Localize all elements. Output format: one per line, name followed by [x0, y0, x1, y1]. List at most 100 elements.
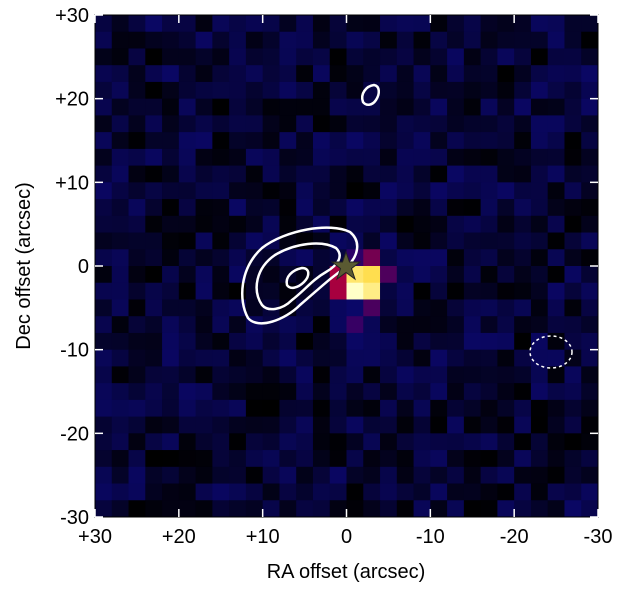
pixel — [346, 48, 364, 66]
pixel — [162, 215, 180, 234]
pixel — [162, 299, 180, 317]
pixel — [178, 349, 197, 367]
pixel — [547, 15, 565, 33]
pixel — [262, 399, 280, 418]
pixel — [380, 349, 398, 367]
pixel — [547, 450, 565, 468]
pixel — [162, 165, 180, 183]
pixel — [212, 299, 230, 317]
pixel — [262, 48, 280, 66]
pixel — [463, 433, 482, 451]
pixel — [212, 399, 230, 418]
pixel — [212, 65, 230, 83]
pixel — [581, 466, 599, 485]
pixel — [296, 199, 314, 217]
pixel — [480, 232, 498, 250]
pixel — [497, 266, 515, 284]
pixel — [195, 232, 213, 250]
pixel — [279, 466, 297, 485]
pixel — [363, 483, 381, 501]
pixel — [547, 316, 565, 334]
pixel — [128, 299, 146, 317]
pixel — [581, 165, 599, 183]
pixel — [195, 383, 213, 401]
pixel — [497, 450, 515, 468]
pixel — [463, 399, 482, 418]
pixel — [413, 148, 431, 167]
pixel — [514, 48, 532, 66]
pixel — [296, 182, 314, 200]
pixel — [178, 232, 197, 250]
pixel — [463, 366, 482, 384]
pixel — [95, 15, 113, 33]
pixel — [380, 483, 398, 501]
pixel — [329, 81, 347, 100]
pixel — [430, 433, 448, 451]
pixel — [111, 500, 130, 518]
pixel — [312, 450, 331, 468]
pixel — [463, 349, 482, 367]
pixel — [95, 383, 113, 401]
pixel — [128, 232, 146, 250]
pixel — [262, 115, 280, 133]
pixel — [480, 249, 498, 267]
pixel — [564, 332, 582, 351]
pixel — [514, 282, 532, 300]
pixel — [581, 349, 599, 367]
pixel — [396, 433, 415, 451]
pixel — [229, 81, 247, 100]
pixel — [296, 148, 314, 167]
pixel — [145, 249, 163, 267]
pixel — [480, 266, 498, 284]
pixel — [430, 282, 448, 300]
pixel — [178, 466, 197, 485]
pixel — [564, 416, 582, 434]
pixel — [178, 433, 197, 451]
pixel — [212, 332, 230, 351]
pixel — [463, 316, 482, 334]
pixel — [245, 466, 264, 485]
pixel — [111, 132, 130, 150]
pixel — [145, 182, 163, 200]
pixel — [514, 65, 532, 83]
pixel — [380, 132, 398, 150]
pixel — [229, 433, 247, 451]
pixel — [162, 450, 180, 468]
pixel — [162, 500, 180, 518]
pixel — [346, 182, 364, 200]
pixel — [212, 500, 230, 518]
pixel — [329, 366, 347, 384]
pixel — [497, 500, 515, 518]
pixel — [413, 132, 431, 150]
pixel — [178, 15, 197, 33]
pixel — [195, 416, 213, 434]
pixel — [497, 466, 515, 485]
image-pixels — [95, 15, 599, 518]
pixel — [480, 399, 498, 418]
pixel — [262, 31, 280, 49]
pixel — [195, 466, 213, 485]
pixel — [463, 65, 482, 83]
pixel — [312, 316, 331, 334]
pixel — [430, 316, 448, 334]
pixel — [530, 500, 549, 518]
pixel — [178, 81, 197, 100]
pixel — [396, 148, 415, 167]
pixel — [329, 148, 347, 167]
pixel — [262, 165, 280, 183]
pixel — [514, 332, 532, 351]
pixel — [430, 165, 448, 183]
pixel — [380, 98, 398, 116]
pixel — [296, 266, 314, 284]
pixel — [564, 48, 582, 66]
pixel — [363, 383, 381, 401]
pixel — [530, 433, 549, 451]
pixel — [463, 31, 482, 49]
pixel — [111, 466, 130, 485]
pixel — [162, 466, 180, 485]
pixel — [145, 299, 163, 317]
pixel — [229, 450, 247, 468]
pixel — [430, 383, 448, 401]
pixel — [145, 466, 163, 485]
contour-inner — [285, 266, 310, 290]
